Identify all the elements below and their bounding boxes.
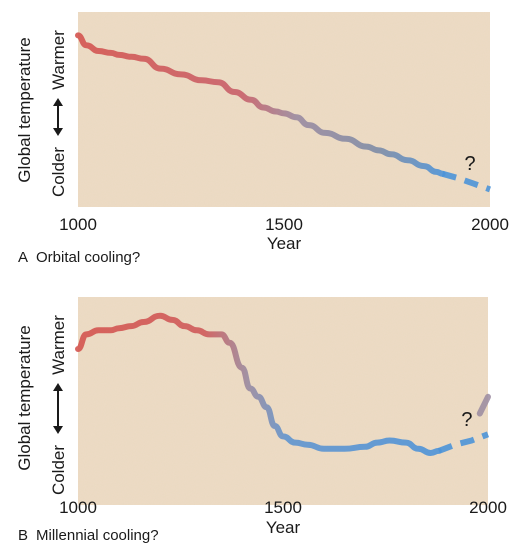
series-b [75, 312, 491, 456]
x-ticks-a: 1000 1500 2000 [59, 215, 509, 234]
plot-texture-b [78, 297, 488, 505]
y-warmer-label-a: Warmer [49, 30, 68, 90]
x-tick-a-2: 2000 [471, 215, 509, 234]
series-line-a [75, 32, 446, 177]
panel-a: ? 1000 1500 2000 Year Global temperature… [15, 12, 509, 266]
x-tick-a-1: 1500 [265, 215, 303, 234]
panel-letter-b: B [18, 527, 28, 544]
projection-rise-line-b [476, 393, 491, 417]
x-axis-label-b: Year [266, 518, 301, 537]
projection-line-b [437, 431, 490, 454]
plot-texture-a [78, 12, 490, 207]
y-axis-label-a: Global temperature [15, 37, 34, 183]
y-axis-a: Global temperature Warmer Colder [15, 30, 68, 197]
y-warmer-label-b: Warmer [49, 315, 68, 375]
projection-line-a [441, 170, 491, 193]
series-a [75, 32, 491, 193]
x-axis-label-a: Year [267, 234, 302, 253]
annotation-a: ? [464, 153, 475, 175]
y-colder-label-b: Colder [49, 445, 68, 495]
y-arrow-icon-b [53, 383, 63, 434]
y-axis-b: Global temperature Warmer Colder [15, 315, 68, 495]
caption-a: A Orbital cooling? [18, 249, 140, 266]
panel-letter-a: A [18, 249, 28, 266]
y-arrow-icon-a [53, 98, 63, 136]
x-tick-b-1: 1500 [264, 498, 302, 517]
x-tick-b-2: 2000 [469, 498, 507, 517]
annotation-b: ? [461, 409, 472, 431]
series-line-b [75, 312, 442, 456]
x-ticks-b: 1000 1500 2000 [59, 498, 507, 517]
y-axis-label-b: Global temperature [15, 325, 34, 471]
x-tick-a-0: 1000 [59, 215, 97, 234]
caption-text-b: Millennial cooling? [36, 527, 159, 544]
caption-text-a: Orbital cooling? [36, 249, 140, 266]
x-tick-b-0: 1000 [59, 498, 97, 517]
y-colder-label-a: Colder [49, 147, 68, 197]
panel-b: ? 1000 1500 2000 Year Global temperature… [15, 297, 507, 544]
caption-b: B Millennial cooling? [18, 527, 159, 544]
